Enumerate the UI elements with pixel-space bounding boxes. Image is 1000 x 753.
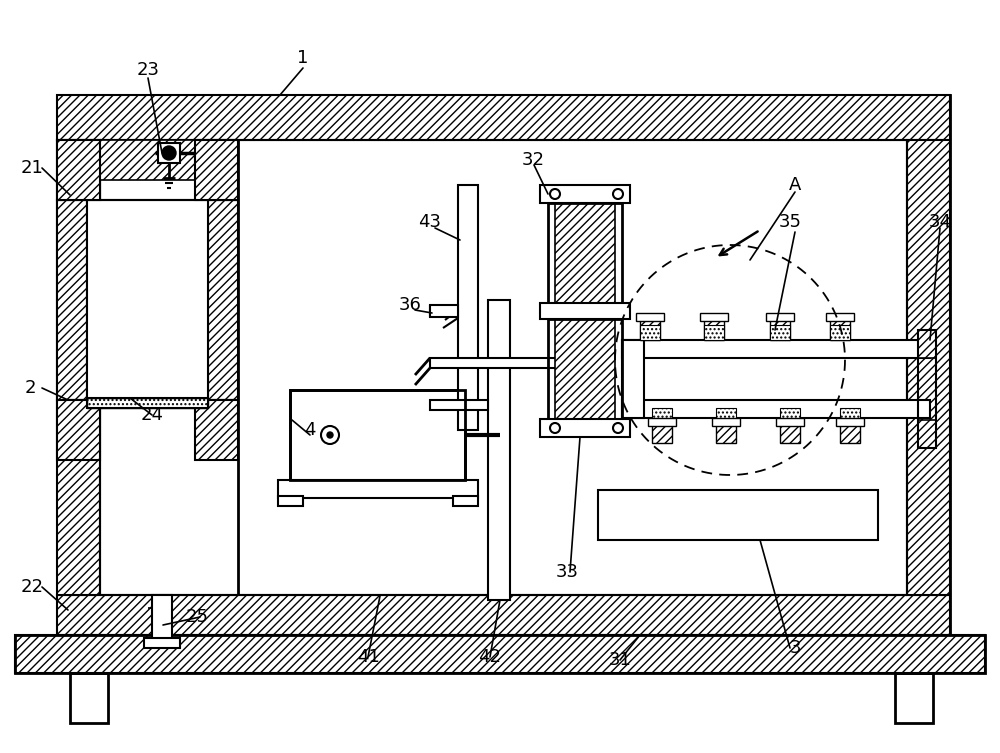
Bar (704, 315, 724, 340)
Text: 3: 3 (789, 639, 801, 657)
Bar (488, 300, 510, 600)
Bar (598, 490, 878, 540)
Bar (100, 140, 907, 595)
Bar (652, 418, 672, 443)
Bar (622, 400, 930, 418)
Bar (290, 390, 465, 480)
Bar (640, 325, 660, 340)
Text: 2: 2 (24, 379, 36, 397)
Bar (458, 185, 478, 430)
Bar (57, 95, 950, 635)
Bar (87, 398, 208, 408)
Bar (780, 408, 800, 420)
Bar (640, 315, 660, 340)
Text: 32: 32 (522, 151, 544, 169)
Bar (15, 635, 985, 673)
Bar (918, 420, 936, 448)
Bar (652, 408, 672, 420)
Bar (144, 638, 180, 648)
Bar (648, 418, 676, 426)
Text: 35: 35 (778, 213, 802, 231)
Bar (704, 325, 724, 340)
Bar (826, 313, 854, 321)
Bar (57, 140, 100, 200)
Bar (208, 200, 238, 400)
Bar (636, 313, 664, 321)
Bar (548, 319, 622, 419)
Bar (278, 496, 303, 506)
Bar (918, 330, 936, 358)
Text: 21: 21 (21, 159, 43, 177)
Bar (57, 200, 87, 400)
Bar (430, 305, 458, 317)
Bar (57, 140, 100, 595)
Bar (840, 418, 860, 443)
Bar (776, 418, 804, 426)
Bar (700, 313, 728, 321)
Bar (622, 340, 644, 418)
Bar (830, 325, 850, 340)
Bar (57, 95, 950, 140)
Text: 1: 1 (297, 49, 309, 67)
Bar (918, 330, 936, 448)
Bar (195, 140, 238, 200)
Bar (453, 496, 478, 506)
Text: 23: 23 (136, 61, 160, 79)
Text: 41: 41 (357, 648, 379, 666)
Text: 25: 25 (186, 608, 208, 626)
Bar (430, 358, 560, 368)
Bar (840, 408, 860, 420)
Text: 4: 4 (304, 421, 316, 439)
Bar (895, 673, 933, 723)
Text: 33: 33 (556, 563, 578, 581)
Bar (622, 340, 930, 358)
Circle shape (327, 432, 333, 438)
Bar (57, 140, 238, 600)
Bar (430, 400, 488, 410)
Bar (907, 140, 950, 595)
Text: 22: 22 (20, 578, 44, 596)
Bar (712, 418, 740, 426)
Bar (540, 303, 630, 319)
Bar (540, 185, 630, 203)
Bar (152, 595, 172, 643)
Bar (836, 418, 864, 426)
Bar (195, 400, 238, 460)
Bar (766, 313, 794, 321)
Circle shape (162, 146, 176, 160)
Text: 34: 34 (928, 213, 952, 231)
Bar (555, 203, 615, 303)
Text: 43: 43 (418, 213, 442, 231)
Bar (57, 400, 100, 460)
Bar (780, 418, 800, 443)
Text: 42: 42 (479, 648, 502, 666)
Bar (548, 203, 622, 303)
Bar (158, 143, 180, 163)
Bar (770, 325, 790, 340)
Bar (716, 408, 736, 420)
Bar (830, 315, 850, 340)
Text: 36: 36 (399, 296, 421, 314)
Bar (770, 315, 790, 340)
Text: 31: 31 (609, 651, 631, 669)
Bar (555, 319, 615, 419)
Text: A: A (789, 176, 801, 194)
Bar (57, 595, 950, 635)
Bar (70, 673, 108, 723)
Bar (540, 419, 630, 437)
Bar (278, 480, 478, 498)
Text: 24: 24 (140, 406, 164, 424)
Bar (87, 398, 208, 408)
Bar (15, 635, 985, 673)
Bar (716, 418, 736, 443)
Bar (87, 140, 208, 180)
Bar (290, 390, 465, 480)
Bar (87, 200, 208, 400)
